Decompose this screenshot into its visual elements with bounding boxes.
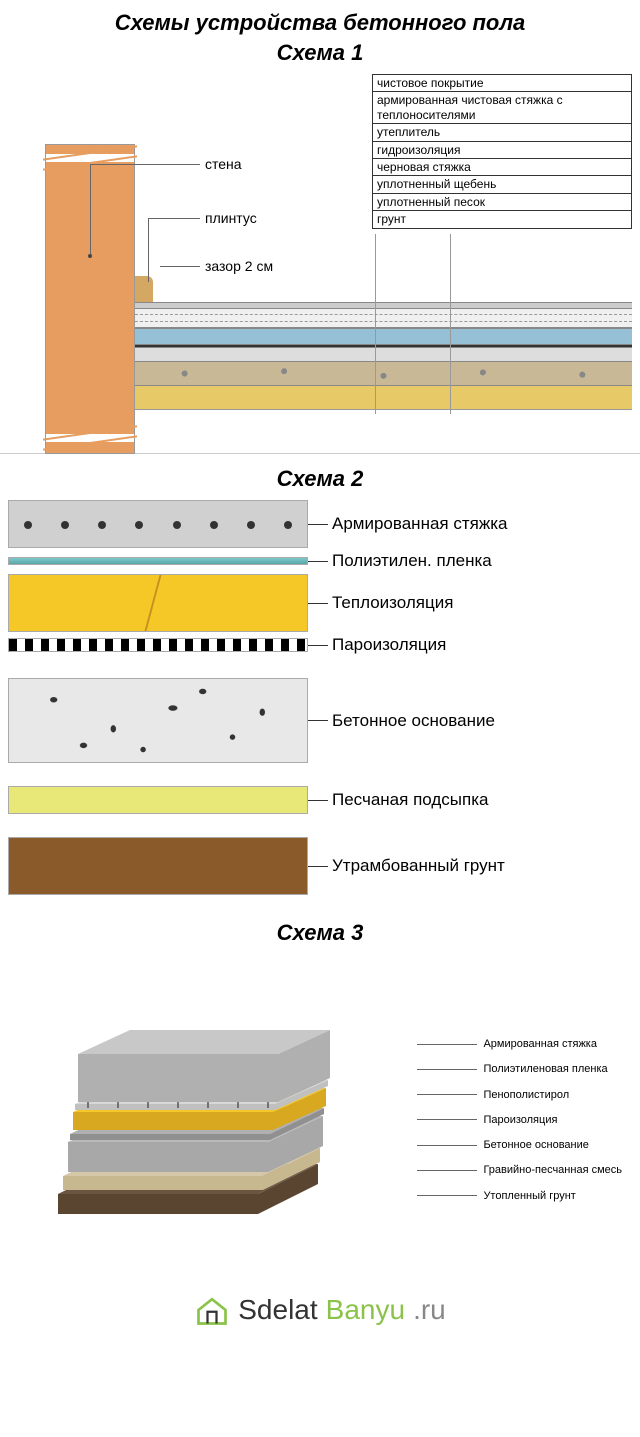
table-row: черновая стяжка [373, 159, 631, 176]
site-logo: Sdelat Banyu.ru [0, 1284, 640, 1343]
leader-line [148, 218, 149, 282]
scheme1-layers [135, 302, 632, 417]
layer-label: Пароизоляция [328, 635, 446, 655]
table-row: грунт [373, 211, 631, 227]
leader-line [160, 266, 200, 267]
logo-icon [194, 1292, 230, 1328]
leader-line [308, 561, 328, 562]
scheme2-title: Схема 2 [0, 464, 640, 500]
scheme3-diagram: Армированная стяжка Полиэтиленовая пленк… [0, 954, 640, 1284]
layer-label: Песчаная подсыпка [328, 790, 488, 810]
layer-thermal [8, 574, 308, 632]
leader-line [90, 164, 91, 254]
layer-sand [8, 786, 308, 814]
scheme1-legend-table: чистовое покрытие армированная чистовая … [372, 74, 632, 229]
layer-label: Теплоизоляция [328, 593, 453, 613]
layer-vapor [8, 638, 308, 652]
layer-row: Армированная стяжка [8, 500, 632, 548]
scheme3-labels: Армированная стяжка Полиэтиленовая пленк… [417, 1032, 622, 1209]
logo-text: .ru [413, 1294, 446, 1326]
leader-line [308, 866, 328, 867]
wall-break-icon [46, 434, 134, 442]
layer-row: Пароизоляция [8, 635, 632, 655]
table-row: уплотненный песок [373, 194, 631, 211]
table-row: чистовое покрытие [373, 75, 631, 92]
layer-label: Пенополистирол [417, 1083, 622, 1108]
table-row: армированная чистовая стяжка с теплоноси… [373, 92, 631, 124]
table-row: утеплитель [373, 124, 631, 141]
layer-sand [135, 385, 632, 409]
leader-dot [88, 254, 92, 258]
layer-film [8, 557, 308, 565]
plinth-shape [135, 276, 153, 304]
layer-label: Армированная стяжка [328, 514, 507, 534]
leader-line [90, 164, 200, 165]
layer-label: Утопленный грунт [417, 1184, 622, 1209]
guide-line [375, 234, 376, 414]
layer-concrete [8, 678, 308, 763]
layer-insulation [135, 328, 632, 344]
logo-text: Sdelat [238, 1294, 317, 1326]
layer-row: Утрамбованный грунт [8, 837, 632, 895]
layer-label: Утрамбованный грунт [328, 856, 505, 876]
leader-line [148, 218, 200, 219]
scheme1-diagram: чистовое покрытие армированная чистовая … [0, 74, 640, 454]
logo-text: Banyu [326, 1294, 405, 1326]
layer-label: Бетонное основание [417, 1133, 622, 1158]
layer-rough [135, 347, 632, 361]
layer-label: Гравийно-песчанная смесь [417, 1158, 622, 1183]
leader-line [308, 645, 328, 646]
main-title: Схемы устройства бетонного пола [0, 0, 640, 38]
plinth-label: плинтус [205, 210, 257, 226]
layer-label: Полиэтиленовая пленка [417, 1057, 622, 1082]
layer-label: Бетонное основание [328, 711, 495, 731]
scheme2-diagram: Армированная стяжка Полиэтилен. пленка Т… [0, 500, 640, 918]
table-row: гидроизоляция [373, 142, 631, 159]
layer-row: Песчаная подсыпка [8, 786, 632, 814]
layer-label: Армированная стяжка [417, 1032, 622, 1057]
layer-row: Бетонное основание [8, 678, 632, 763]
gap-label: зазор 2 см [205, 258, 273, 274]
layer-screed [135, 308, 632, 328]
layer-soil [8, 837, 308, 895]
wall-break-icon [46, 154, 134, 162]
isometric-layers [38, 964, 398, 1244]
layer-soil [135, 409, 632, 417]
wall-label: стена [205, 156, 242, 172]
layer-row: Теплоизоляция [8, 574, 632, 632]
layer-label: Пароизоляция [417, 1108, 622, 1133]
scheme1-title: Схема 1 [0, 38, 640, 74]
scheme3-title: Схема 3 [0, 918, 640, 954]
layer-row: Полиэтилен. пленка [8, 551, 632, 571]
table-row: уплотненный щебень [373, 176, 631, 193]
guide-line [450, 234, 451, 414]
layer-rebar [8, 500, 308, 548]
leader-line [308, 800, 328, 801]
leader-line [308, 524, 328, 525]
leader-line [308, 603, 328, 604]
layer-label: Полиэтилен. пленка [328, 551, 492, 571]
leader-line [308, 720, 328, 721]
layer-gravel [135, 361, 632, 385]
